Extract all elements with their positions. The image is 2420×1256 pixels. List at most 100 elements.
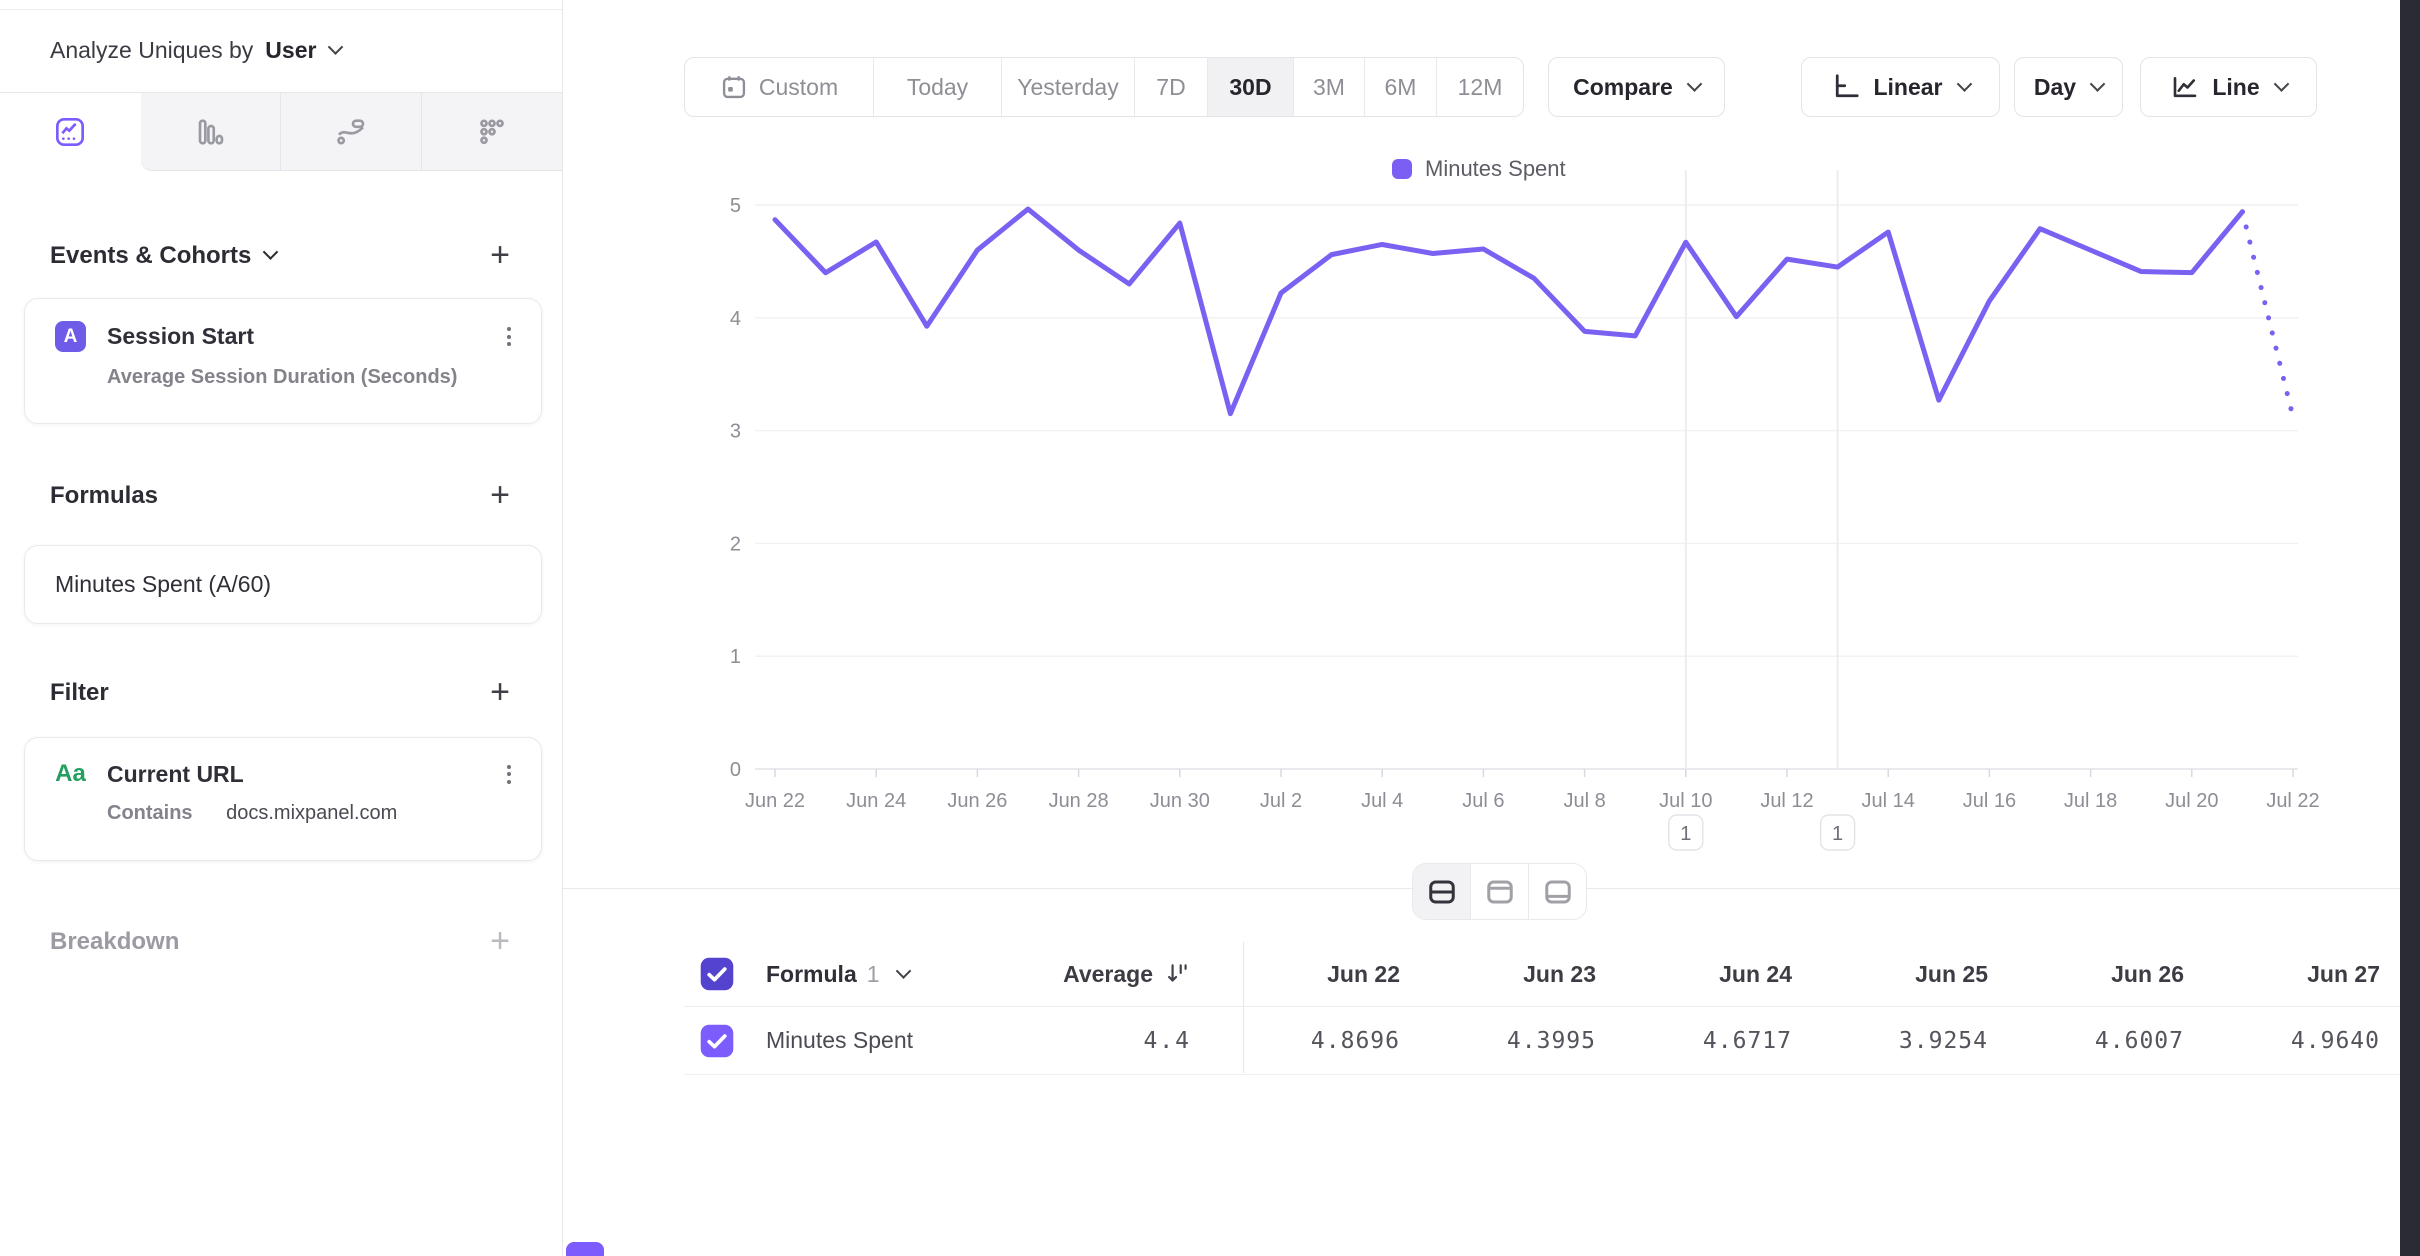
chart-type-dropdown[interactable]: Line (2140, 57, 2317, 117)
date-range-12m[interactable]: 12M (1436, 58, 1523, 116)
date-column-header[interactable]: Jun 24 (1719, 960, 1792, 987)
kebab-menu-icon[interactable] (503, 761, 515, 788)
right-edge-panel (2400, 0, 2420, 1256)
linear-scale-icon (1831, 72, 1861, 102)
date-range-label: Yesterday (1017, 73, 1119, 100)
date-range-today[interactable]: Today (873, 58, 1001, 116)
y-tick-label: 0 (730, 759, 741, 781)
chevron-down-icon (895, 962, 911, 979)
date-column-header[interactable]: Jun 27 (2307, 960, 2380, 987)
filter-property-name[interactable]: Current URL (107, 760, 244, 787)
formula-name[interactable]: Minutes Spent (A/60) (55, 571, 272, 597)
date-range-30d[interactable]: 30D (1207, 58, 1293, 116)
chart-legend[interactable]: Minutes Spent (1392, 156, 1566, 182)
chevron-down-icon (2273, 75, 2289, 92)
top-divider (0, 9, 562, 10)
date-range-7d[interactable]: 7D (1134, 58, 1207, 116)
chevron-down-icon[interactable] (263, 244, 279, 260)
tab-insights-active[interactable] (0, 93, 141, 170)
kebab-menu-icon[interactable] (503, 323, 515, 350)
date-range-6m[interactable]: 6M (1364, 58, 1436, 116)
scale-dropdown[interactable]: Linear (1801, 57, 2000, 117)
line-chart[interactable]: 0 1 2 3 4 5 1 1 Jun 22 Jun 24 Jun 26 Jun 28 Jun 30 Ju… (700, 130, 2400, 870)
divider (0, 92, 562, 93)
event-metric[interactable]: Average Session Duration (Seconds) (107, 366, 458, 388)
select-all-checkbox[interactable] (700, 957, 744, 991)
view-split-horizontal-button[interactable] (1413, 864, 1470, 919)
series-line[interactable] (772, 206, 2245, 417)
filter-title: Filter (50, 678, 109, 706)
analyze-uniques-row[interactable]: Analyze Uniques by User (50, 30, 344, 70)
x-tick-label: Jul 4 (1361, 790, 1403, 812)
x-tick-label: Jul 22 (2266, 790, 2319, 812)
date-column-header[interactable]: Jun 26 (2111, 960, 2184, 987)
view-panel-bottom-button[interactable] (1528, 864, 1586, 919)
y-tick-label: 2 (730, 533, 741, 555)
annotation-badge[interactable] (1668, 814, 1704, 851)
date-values: 4.8696 4.3995 4.6717 3.9254 4.6007 4.9640 (1244, 1028, 2420, 1054)
formulas-heading: Formulas + (50, 476, 538, 515)
chevron-down-icon (2089, 75, 2106, 92)
y-tick-label: 3 (730, 421, 741, 443)
calendar-icon (720, 73, 748, 101)
date-column-header[interactable]: Jun 22 (1327, 960, 1400, 987)
compare-label: Compare (1573, 73, 1673, 100)
tab-flows[interactable] (280, 93, 421, 170)
date-range-3m[interactable]: 3M (1293, 58, 1364, 116)
analyze-value[interactable]: User (265, 36, 317, 63)
average-header-label: Average (1063, 960, 1153, 987)
annotation-badge[interactable] (1819, 814, 1856, 851)
results-table: Formula 1 Average Jun 22 Jun 23 Jun 24 Jun … (684, 942, 2420, 1075)
event-card-session-start[interactable]: A Session Start Average Session Duration… (24, 298, 542, 424)
analyze-label: Analyze Uniques by (50, 36, 254, 63)
filter-operator[interactable]: Contains (107, 802, 193, 824)
interval-dropdown[interactable]: Day (2014, 57, 2123, 117)
table-data-row: Minutes Spent 4.4 4.8696 4.3995 4.6717 3.92… (684, 1007, 2420, 1075)
annotation-badge-label: 1 (1832, 823, 1843, 845)
row-checkbox[interactable] (700, 1024, 744, 1058)
event-name[interactable]: Session Start (107, 323, 254, 349)
date-range-custom[interactable]: Custom (685, 58, 873, 116)
formula-card[interactable]: Minutes Spent (A/60) (24, 545, 542, 624)
date-column-value: 4.6717 (1702, 1027, 1792, 1054)
sort-icon[interactable] (1165, 961, 1191, 987)
string-property-badge: Aa (55, 760, 86, 787)
add-formula-button[interactable]: + (490, 476, 510, 514)
events-cohorts-title: Events & Cohorts (50, 241, 252, 269)
tab-retention[interactable] (421, 93, 562, 170)
tab-bar-chart[interactable] (140, 93, 280, 170)
interval-label: Day (2033, 73, 2077, 100)
average-header[interactable]: Average (1063, 961, 1191, 988)
filter-card-current-url[interactable]: Aa Current URL Contains docs.mixpanel.co… (24, 737, 542, 861)
x-tick-label: Jul 8 (1563, 790, 1605, 812)
series-header[interactable]: Formula 1 (766, 961, 1075, 988)
retention-dots-icon (476, 116, 508, 148)
view-panel-top-button[interactable] (1470, 864, 1528, 919)
bar-chart-icon (194, 116, 226, 148)
legend-swatch (1392, 159, 1412, 179)
add-event-button[interactable]: + (490, 236, 510, 274)
date-column-value: 3.9254 (1898, 1027, 1988, 1054)
date-range-segmented-control: Custom Today Yesterday 7D 30D 3M 6M 12M (684, 57, 1524, 117)
filter-value[interactable]: docs.mixpanel.com (226, 802, 398, 824)
date-range-label: 30D (1229, 73, 1272, 100)
add-filter-button[interactable]: + (490, 673, 510, 711)
series-header-number: 1 (866, 960, 880, 987)
legend-label: Minutes Spent (1425, 156, 1566, 181)
date-range-yesterday[interactable]: Yesterday (1001, 58, 1134, 116)
date-column-header[interactable]: Jun 23 (1523, 960, 1596, 987)
x-tick-label: Jul 12 (1760, 790, 1813, 812)
date-column-header[interactable]: Jun 25 (1915, 960, 1988, 987)
date-range-label: Today (906, 73, 969, 100)
table-column-separator (1243, 942, 1244, 1073)
date-column-value: 4.3995 (1506, 1027, 1596, 1054)
compare-button[interactable]: Compare (1548, 57, 1725, 117)
y-tick-label: 4 (730, 308, 741, 330)
add-breakdown-button[interactable]: + (490, 922, 510, 960)
row-series-name[interactable]: Minutes Spent (766, 1027, 914, 1053)
date-headers: Jun 22 Jun 23 Jun 24 Jun 25 Jun 26 Jun 27 (1244, 961, 2420, 988)
x-tick-label: Jul 6 (1462, 790, 1504, 812)
chart-type-label: Line (2212, 73, 2260, 100)
help-fab-partial[interactable] (566, 1242, 604, 1256)
